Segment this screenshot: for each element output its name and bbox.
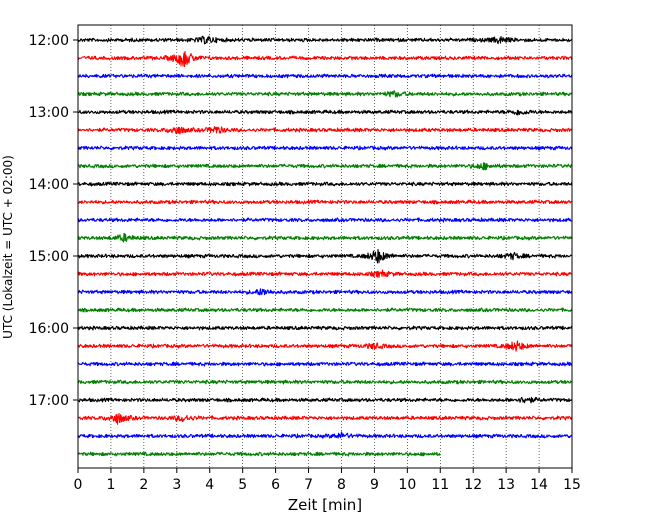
- x-tick-label: 3: [172, 477, 181, 493]
- x-tick-label: 10: [398, 477, 416, 493]
- x-tick-label: 4: [205, 477, 214, 493]
- trace-1730: [77, 431, 573, 439]
- x-tick-label: 0: [74, 477, 83, 493]
- x-tick-label: 15: [563, 477, 581, 493]
- y-tick-label: 13:00: [29, 105, 69, 121]
- trace-1530: [77, 288, 573, 296]
- x-tick-label: 5: [238, 477, 247, 493]
- y-tick-label: 15:00: [29, 249, 69, 265]
- x-tick-label: 2: [139, 477, 148, 493]
- trace-1245: [77, 90, 573, 98]
- trace-1430: [77, 217, 573, 223]
- trace-1500: [77, 248, 573, 264]
- x-tick-label: 9: [370, 477, 379, 493]
- trace-1515: [77, 269, 573, 278]
- trace-1330: [77, 145, 573, 151]
- plot-frame: [77, 24, 573, 469]
- trace-1545: [77, 307, 573, 313]
- y-tick-label: 12:00: [29, 33, 69, 49]
- trace-1400: [77, 181, 573, 187]
- trace-1445: [77, 232, 573, 243]
- trace-group: [77, 35, 573, 457]
- y-axis-label: UTC (Lokalzeit = UTC + 02:00): [1, 155, 15, 339]
- trace-1300: [77, 109, 573, 116]
- x-tick-label: 11: [431, 477, 449, 493]
- trace-1745: [77, 451, 441, 457]
- x-tick-label: 1: [106, 477, 115, 493]
- trace-1200: [77, 35, 573, 45]
- x-tick-label: 8: [337, 477, 346, 493]
- trace-1630: [77, 361, 573, 367]
- grid-lines: [110, 25, 540, 468]
- x-tick-label: 14: [530, 477, 548, 493]
- y-tick-label: 17:00: [29, 393, 69, 409]
- trace-1315: [77, 126, 573, 135]
- y-tick-label: 14:00: [29, 177, 69, 193]
- trace-1600: [77, 325, 573, 331]
- trace-1715: [77, 412, 573, 425]
- x-tick-label: 12: [464, 477, 482, 493]
- trace-1215: [77, 50, 573, 68]
- x-tick-label: 13: [497, 477, 515, 493]
- x-tick-label: 6: [271, 477, 280, 493]
- trace-1645: [77, 379, 573, 385]
- trace-1345: [77, 162, 573, 171]
- trace-1700: [77, 396, 573, 404]
- x-axis-label: Zeit [min]: [288, 496, 362, 514]
- x-tick-label: 7: [304, 477, 313, 493]
- y-tick-label: 16:00: [29, 321, 69, 337]
- trace-1415: [77, 199, 573, 205]
- trace-1230: [77, 73, 573, 79]
- trace-1615: [77, 340, 573, 352]
- axes: 0 1 2 3 4 5 6 7 8 9 10 11 12 13 14 1512:0013:0014:0015:…: [29, 24, 581, 493]
